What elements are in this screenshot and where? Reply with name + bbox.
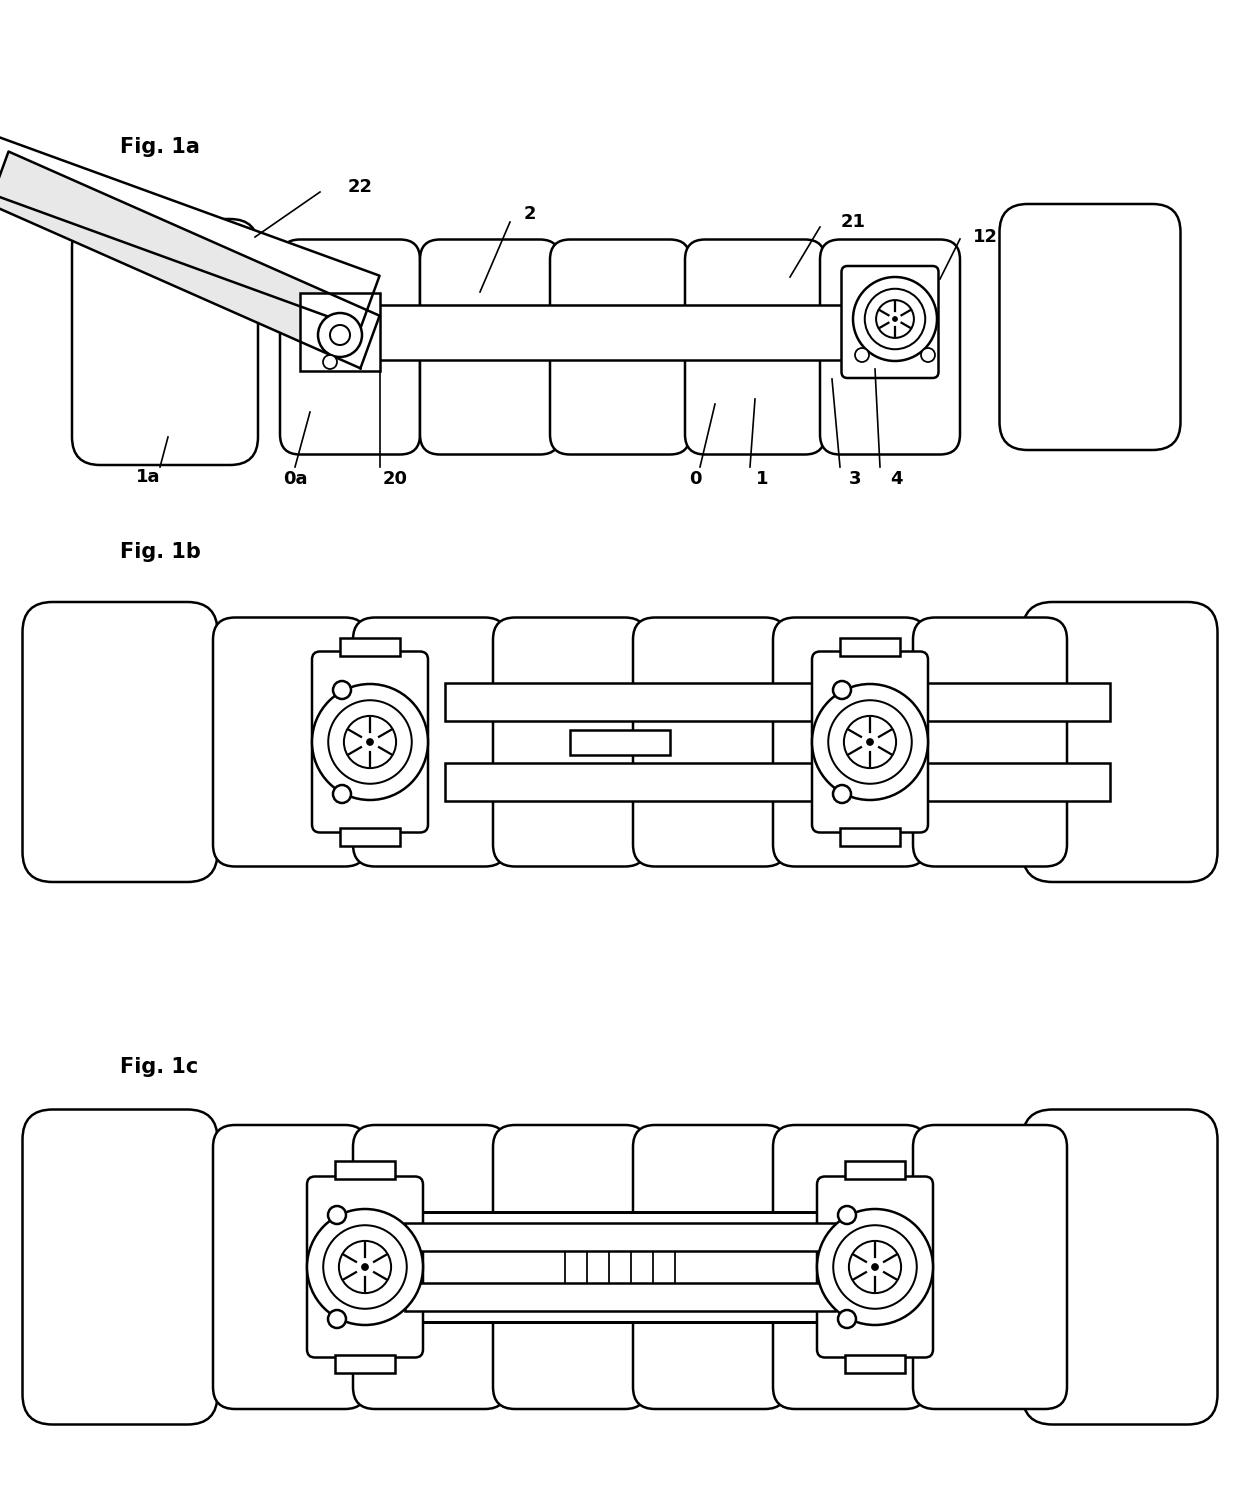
- Circle shape: [828, 701, 911, 784]
- Circle shape: [312, 684, 428, 799]
- FancyBboxPatch shape: [213, 617, 367, 867]
- Circle shape: [833, 784, 851, 802]
- Text: 20: 20: [382, 470, 408, 488]
- Bar: [844, 1162, 905, 1180]
- Bar: [839, 638, 900, 656]
- Circle shape: [308, 1210, 423, 1325]
- FancyBboxPatch shape: [684, 240, 825, 455]
- Circle shape: [317, 313, 362, 356]
- FancyBboxPatch shape: [820, 240, 960, 455]
- FancyBboxPatch shape: [913, 617, 1066, 867]
- FancyBboxPatch shape: [494, 617, 647, 867]
- Circle shape: [329, 1310, 346, 1328]
- Circle shape: [872, 1263, 878, 1271]
- FancyBboxPatch shape: [420, 240, 560, 455]
- Text: 22: 22: [347, 178, 372, 196]
- Bar: [445, 763, 875, 801]
- FancyBboxPatch shape: [213, 1126, 367, 1409]
- Circle shape: [362, 1263, 368, 1271]
- FancyBboxPatch shape: [842, 266, 939, 379]
- Circle shape: [856, 347, 869, 362]
- Circle shape: [324, 1225, 407, 1308]
- FancyBboxPatch shape: [999, 204, 1180, 451]
- Circle shape: [833, 1225, 916, 1308]
- Bar: [300, 293, 379, 371]
- Circle shape: [853, 277, 937, 361]
- FancyBboxPatch shape: [494, 1126, 647, 1409]
- FancyBboxPatch shape: [812, 651, 928, 832]
- FancyBboxPatch shape: [773, 617, 928, 867]
- Bar: [335, 1162, 396, 1180]
- FancyBboxPatch shape: [22, 602, 217, 882]
- Bar: [315, 304, 915, 359]
- Polygon shape: [0, 111, 379, 328]
- Text: 2: 2: [523, 205, 536, 223]
- FancyBboxPatch shape: [22, 1109, 217, 1425]
- FancyBboxPatch shape: [632, 1126, 787, 1409]
- Text: Fig. 1a: Fig. 1a: [120, 138, 200, 157]
- Circle shape: [838, 1207, 856, 1225]
- Text: 0a: 0a: [283, 470, 308, 488]
- Bar: [340, 638, 401, 656]
- FancyBboxPatch shape: [72, 219, 258, 466]
- Bar: [335, 1355, 396, 1373]
- FancyBboxPatch shape: [280, 240, 420, 455]
- Text: 0: 0: [688, 470, 702, 488]
- Text: 1a: 1a: [135, 469, 160, 487]
- Text: Fig. 1b: Fig. 1b: [120, 542, 201, 561]
- FancyBboxPatch shape: [1023, 1109, 1218, 1425]
- Bar: [839, 828, 900, 846]
- Bar: [920, 683, 1110, 722]
- Circle shape: [838, 1310, 856, 1328]
- Circle shape: [877, 299, 914, 338]
- FancyBboxPatch shape: [632, 617, 787, 867]
- Bar: [405, 1283, 835, 1311]
- Text: 3: 3: [848, 470, 862, 488]
- FancyBboxPatch shape: [551, 240, 689, 455]
- Circle shape: [921, 347, 935, 362]
- Bar: [445, 683, 875, 722]
- Circle shape: [329, 701, 412, 784]
- Circle shape: [812, 684, 928, 799]
- Circle shape: [849, 1241, 901, 1293]
- Text: 21: 21: [841, 213, 866, 231]
- Circle shape: [893, 316, 898, 322]
- FancyBboxPatch shape: [312, 651, 428, 832]
- Bar: [340, 828, 401, 846]
- Circle shape: [817, 1210, 932, 1325]
- Circle shape: [867, 738, 873, 746]
- Bar: [379, 1213, 861, 1322]
- FancyBboxPatch shape: [913, 1126, 1066, 1409]
- Circle shape: [334, 784, 351, 802]
- Text: 1: 1: [755, 470, 769, 488]
- Bar: [405, 1223, 835, 1251]
- FancyBboxPatch shape: [353, 1126, 507, 1409]
- Bar: [844, 1355, 905, 1373]
- Circle shape: [339, 1241, 391, 1293]
- Circle shape: [343, 716, 396, 768]
- Bar: [570, 729, 670, 754]
- FancyBboxPatch shape: [353, 617, 507, 867]
- FancyBboxPatch shape: [817, 1177, 932, 1358]
- FancyBboxPatch shape: [773, 1126, 928, 1409]
- Circle shape: [367, 738, 373, 746]
- Bar: [920, 763, 1110, 801]
- FancyBboxPatch shape: [308, 1177, 423, 1358]
- FancyBboxPatch shape: [1023, 602, 1218, 882]
- Circle shape: [334, 681, 351, 699]
- Circle shape: [844, 716, 897, 768]
- Text: 4: 4: [890, 470, 903, 488]
- Polygon shape: [0, 151, 379, 368]
- Text: 12: 12: [972, 228, 997, 246]
- Text: Fig. 1c: Fig. 1c: [120, 1057, 198, 1076]
- Circle shape: [864, 289, 925, 349]
- Circle shape: [330, 325, 350, 344]
- Circle shape: [322, 355, 337, 368]
- Circle shape: [833, 681, 851, 699]
- Circle shape: [329, 1207, 346, 1225]
